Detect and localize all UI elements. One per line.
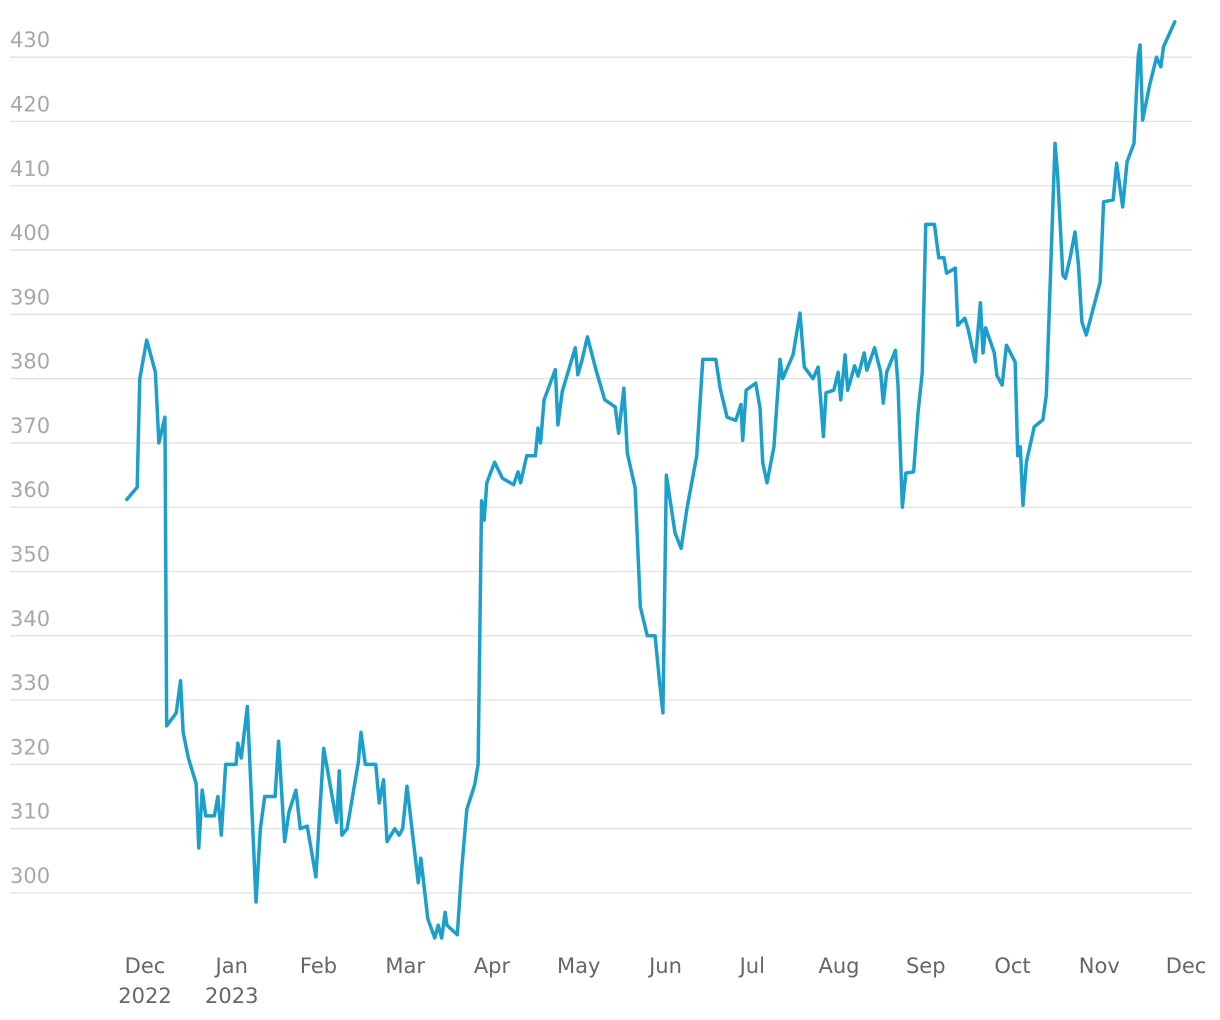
x-tick-label: Feb xyxy=(300,954,337,978)
y-tick-label: 400 xyxy=(10,221,50,245)
x-tick-label: Sep xyxy=(906,954,946,978)
x-tick-label: Aug xyxy=(819,954,860,978)
x-tick-label: Dec 2022 xyxy=(118,954,171,1008)
x-tick-label: May xyxy=(557,954,600,978)
y-tick-label: 310 xyxy=(10,800,50,824)
x-tick-label: Jan 2023 xyxy=(205,954,258,1008)
x-tick-label: Apr xyxy=(474,954,511,978)
y-tick-label: 300 xyxy=(10,864,50,888)
price-line xyxy=(125,20,1177,940)
y-tick-label: 370 xyxy=(10,414,50,438)
x-tick-label: Dec xyxy=(1166,954,1207,978)
y-tick-label: 330 xyxy=(10,671,50,695)
y-tick-label: 340 xyxy=(10,607,50,631)
y-tick-label: 430 xyxy=(10,28,50,52)
y-tick-label: 420 xyxy=(10,92,50,116)
y-tick-label: 380 xyxy=(10,350,50,374)
y-tick-label: 390 xyxy=(10,285,50,309)
y-tick-label: 360 xyxy=(10,478,50,502)
x-tick-label: Mar xyxy=(385,954,425,978)
x-tick-label: Oct xyxy=(994,954,1030,978)
y-tick-label: 410 xyxy=(10,157,50,181)
y-tick-label: 350 xyxy=(10,543,50,567)
y-tick-label: 320 xyxy=(10,735,50,759)
x-tick-label: Nov xyxy=(1079,954,1120,978)
x-tick-label: Jul xyxy=(738,954,765,978)
x-tick-label: Jun xyxy=(647,954,682,978)
